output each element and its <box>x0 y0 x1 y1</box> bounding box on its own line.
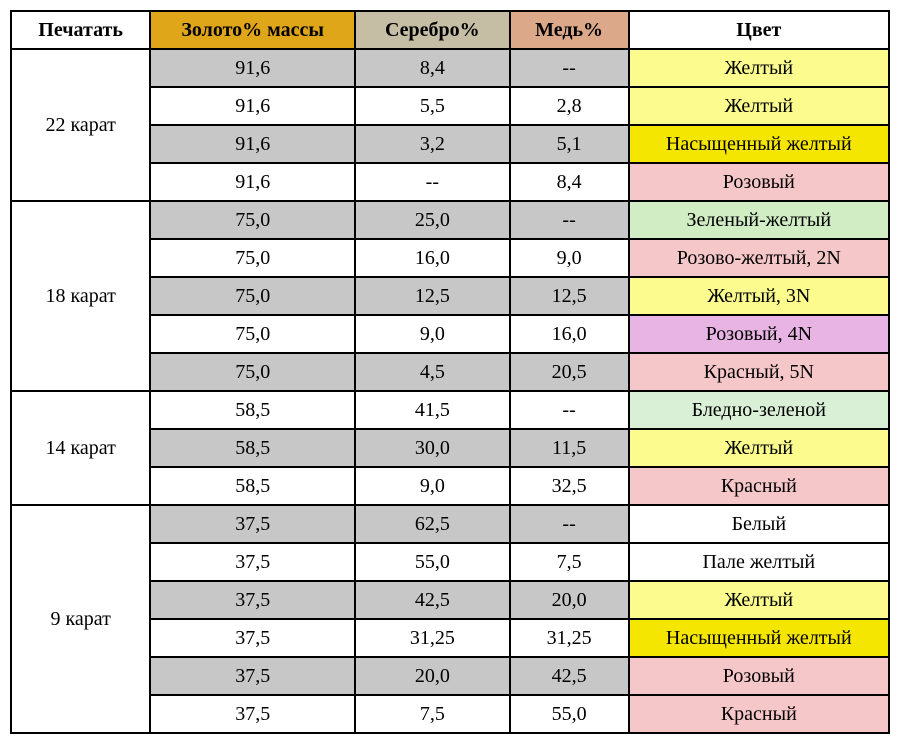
table-row: 22 карат91,68,4--Желтый <box>11 49 889 87</box>
header-copper: Медь% <box>510 11 629 49</box>
cell-color: Пале желтый <box>629 543 889 581</box>
cell-copper: -- <box>510 391 629 429</box>
group-label: 14 карат <box>11 391 150 505</box>
cell-gold: 37,5 <box>150 657 355 695</box>
cell-silver: -- <box>355 163 509 201</box>
cell-copper: 42,5 <box>510 657 629 695</box>
cell-copper: 55,0 <box>510 695 629 733</box>
cell-copper: 11,5 <box>510 429 629 467</box>
table-row: 18 карат75,025,0--Зеленый-желтый <box>11 201 889 239</box>
cell-gold: 91,6 <box>150 163 355 201</box>
cell-silver: 7,5 <box>355 695 509 733</box>
header-silver: Серебро% <box>355 11 509 49</box>
cell-copper: 31,25 <box>510 619 629 657</box>
cell-silver: 5,5 <box>355 87 509 125</box>
cell-silver: 41,5 <box>355 391 509 429</box>
cell-color: Желтый <box>629 87 889 125</box>
cell-color: Бледно-зеленой <box>629 391 889 429</box>
cell-copper: 32,5 <box>510 467 629 505</box>
table-row: 9 карат37,562,5--Белый <box>11 505 889 543</box>
cell-gold: 75,0 <box>150 239 355 277</box>
cell-gold: 58,5 <box>150 429 355 467</box>
cell-silver: 9,0 <box>355 315 509 353</box>
cell-copper: 2,8 <box>510 87 629 125</box>
cell-color: Желтый <box>629 581 889 619</box>
cell-copper: -- <box>510 49 629 87</box>
cell-gold: 37,5 <box>150 581 355 619</box>
header-print: Печатать <box>11 11 150 49</box>
cell-color: Красный, 5N <box>629 353 889 391</box>
cell-gold: 91,6 <box>150 49 355 87</box>
cell-color: Розовый <box>629 657 889 695</box>
cell-color: Красный <box>629 467 889 505</box>
header-gold: Золото% массы <box>150 11 355 49</box>
cell-gold: 75,0 <box>150 315 355 353</box>
cell-gold: 37,5 <box>150 543 355 581</box>
cell-copper: 7,5 <box>510 543 629 581</box>
cell-gold: 91,6 <box>150 87 355 125</box>
cell-silver: 8,4 <box>355 49 509 87</box>
cell-gold: 91,6 <box>150 125 355 163</box>
cell-silver: 30,0 <box>355 429 509 467</box>
cell-gold: 75,0 <box>150 277 355 315</box>
cell-silver: 25,0 <box>355 201 509 239</box>
cell-gold: 37,5 <box>150 505 355 543</box>
cell-gold: 75,0 <box>150 353 355 391</box>
cell-color: Розовый <box>629 163 889 201</box>
cell-gold: 58,5 <box>150 391 355 429</box>
header-color: Цвет <box>629 11 889 49</box>
cell-silver: 31,25 <box>355 619 509 657</box>
cell-copper: 5,1 <box>510 125 629 163</box>
cell-silver: 42,5 <box>355 581 509 619</box>
cell-color: Белый <box>629 505 889 543</box>
cell-color: Розовый, 4N <box>629 315 889 353</box>
group-label: 22 карат <box>11 49 150 201</box>
cell-silver: 4,5 <box>355 353 509 391</box>
cell-color: Желтый <box>629 49 889 87</box>
cell-color: Желтый, 3N <box>629 277 889 315</box>
cell-silver: 55,0 <box>355 543 509 581</box>
cell-gold: 37,5 <box>150 695 355 733</box>
cell-gold: 37,5 <box>150 619 355 657</box>
cell-silver: 16,0 <box>355 239 509 277</box>
cell-silver: 9,0 <box>355 467 509 505</box>
cell-color: Насыщенный желтый <box>629 619 889 657</box>
cell-silver: 20,0 <box>355 657 509 695</box>
cell-copper: 12,5 <box>510 277 629 315</box>
cell-silver: 12,5 <box>355 277 509 315</box>
group-label: 9 карат <box>11 505 150 733</box>
cell-silver: 3,2 <box>355 125 509 163</box>
gold-alloy-table: Печатать Золото% массы Серебро% Медь% Цв… <box>10 10 890 734</box>
cell-copper: -- <box>510 505 629 543</box>
cell-copper: 20,0 <box>510 581 629 619</box>
cell-color: Розово-желтый, 2N <box>629 239 889 277</box>
cell-copper: -- <box>510 201 629 239</box>
cell-color: Насыщенный желтый <box>629 125 889 163</box>
cell-copper: 20,5 <box>510 353 629 391</box>
cell-copper: 8,4 <box>510 163 629 201</box>
group-label: 18 карат <box>11 201 150 391</box>
table-body: 22 карат91,68,4--Желтый91,65,52,8Желтый9… <box>11 49 889 733</box>
header-row: Печатать Золото% массы Серебро% Медь% Цв… <box>11 11 889 49</box>
cell-silver: 62,5 <box>355 505 509 543</box>
cell-copper: 9,0 <box>510 239 629 277</box>
cell-color: Красный <box>629 695 889 733</box>
table-row: 14 карат58,541,5--Бледно-зеленой <box>11 391 889 429</box>
cell-gold: 75,0 <box>150 201 355 239</box>
cell-copper: 16,0 <box>510 315 629 353</box>
cell-gold: 58,5 <box>150 467 355 505</box>
cell-color: Желтый <box>629 429 889 467</box>
cell-color: Зеленый-желтый <box>629 201 889 239</box>
